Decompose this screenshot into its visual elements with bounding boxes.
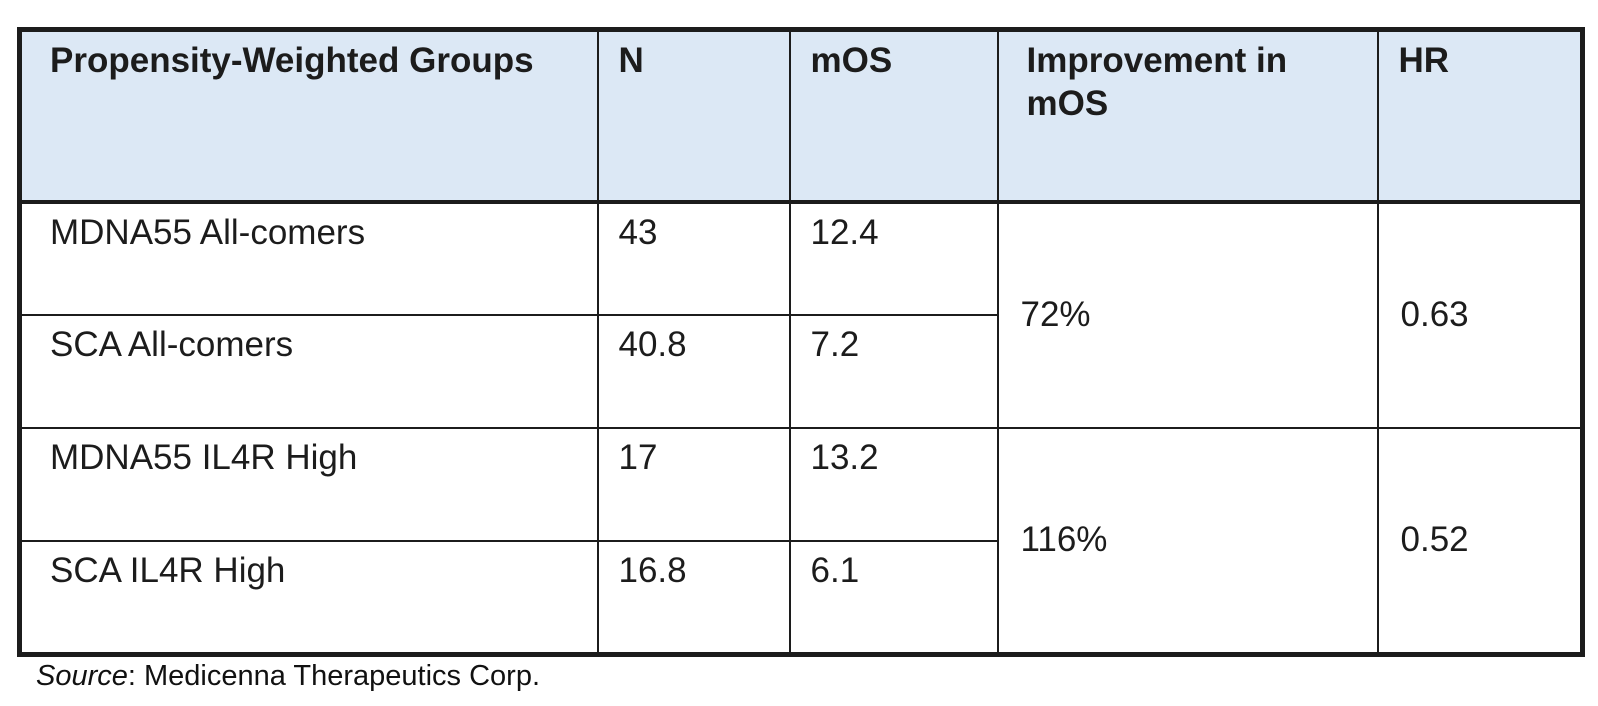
- group-cell: MDNA55 IL4R High: [18, 427, 599, 542]
- table-row: MDNA55 All-comers 43 12.4 72% 0.63: [18, 201, 1584, 429]
- mos-cell: 6.1: [788, 540, 999, 655]
- propensity-weighted-results-table: Propensity-Weighted Groups N mOS Improve…: [17, 27, 1585, 657]
- hr-cell: 0.63: [1376, 201, 1584, 429]
- n-cell: 43: [596, 201, 791, 316]
- mos-cell: 13.2: [788, 427, 999, 542]
- header-cell-improvement: Improvement in mOS: [996, 28, 1379, 204]
- mos-cell: 7.2: [788, 314, 999, 429]
- header-cell-n: N: [596, 28, 791, 204]
- group-cell: SCA All-comers: [18, 314, 599, 429]
- source-text: : Medicenna Therapeutics Corp.: [127, 660, 541, 692]
- header-cell-groups: Propensity-Weighted Groups: [18, 28, 599, 204]
- group-cell: SCA IL4R High: [18, 540, 599, 655]
- n-cell: 17: [596, 427, 791, 542]
- header-cell-hr: HR: [1376, 28, 1584, 204]
- mos-cell: 12.4: [788, 201, 999, 316]
- source-note: Source: Medicenna Therapeutics Corp.: [36, 660, 540, 693]
- table-row: MDNA55 IL4R High 17 13.2 116% 0.52: [18, 427, 1584, 655]
- n-cell: 16.8: [596, 540, 791, 655]
- improvement-cell: 72%: [996, 201, 1379, 429]
- header-cell-mos: mOS: [788, 28, 999, 204]
- group-cell: MDNA55 All-comers: [18, 201, 599, 316]
- table-row: SCA IL4R High 16.8 6.1: [18, 540, 1583, 655]
- hr-cell: 0.52: [1376, 427, 1584, 655]
- n-cell: 40.8: [596, 314, 791, 429]
- table-header-row: Propensity-Weighted Groups N mOS Improve…: [18, 28, 1584, 204]
- improvement-cell: 116%: [996, 427, 1379, 655]
- source-label: Source: [36, 660, 128, 692]
- table-row: SCA All-comers 40.8 7.2: [18, 314, 1583, 429]
